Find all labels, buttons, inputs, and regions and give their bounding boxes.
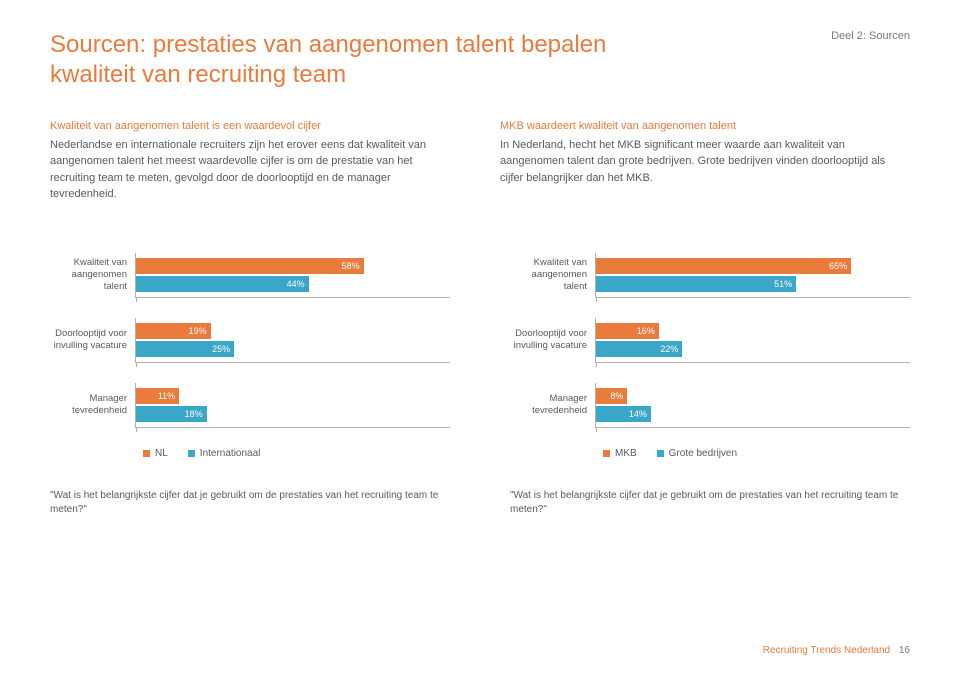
chart-group-label: Doorlooptijd voor invulling vacature (50, 318, 135, 363)
footer: Recruiting Trends Nederland 16 (763, 645, 910, 656)
intro-right-heading: MKB waardeert kwaliteit van aangenomen t… (500, 118, 910, 135)
bar-row: 25% (136, 341, 450, 357)
bar-row: 19% (136, 323, 450, 339)
chart-bars: 58%44% (135, 253, 450, 298)
legend-item: Grote bedrijven (657, 448, 737, 459)
bar: 19% (136, 323, 211, 339)
bar: 14% (596, 406, 651, 422)
intro-left-body: Nederlandse en internationale recruiters… (50, 137, 460, 203)
chart-bars: 11%18% (135, 383, 450, 428)
chart-group-label: Doorlooptijd voor invulling vacature (510, 318, 595, 363)
bar: 25% (136, 341, 234, 357)
question-right: "Wat is het belangrijkste cijfer dat je … (510, 489, 910, 517)
legend-label: Grote bedrijven (669, 448, 737, 459)
legend-swatch (657, 450, 664, 457)
chart-bars: 65%51% (595, 253, 910, 298)
bar-row: 8% (596, 388, 910, 404)
chart-group: Kwaliteit van aangenomen talent65%51% (510, 253, 910, 298)
bar: 58% (136, 258, 364, 274)
chart-bars: 19%25% (135, 318, 450, 363)
page-title: Sourcen: prestaties van aangenomen talen… (50, 30, 650, 90)
bar-row: 14% (596, 406, 910, 422)
chart-bars: 16%22% (595, 318, 910, 363)
bar: 65% (596, 258, 851, 274)
bar-row: 51% (596, 276, 910, 292)
chart-legend: NL Internationaal (143, 448, 450, 459)
chart-group-label: Manager tevredenheid (50, 383, 135, 428)
legend-swatch (188, 450, 195, 457)
section-tag: Deel 2: Sourcen (831, 30, 910, 42)
bar: 44% (136, 276, 309, 292)
chart-group: Kwaliteit van aangenomen talent58%44% (50, 253, 450, 298)
charts-row: Kwaliteit van aangenomen talent58%44%Doo… (50, 253, 910, 459)
intro-right: MKB waardeert kwaliteit van aangenomen t… (500, 118, 910, 203)
legend-label: MKB (615, 448, 637, 459)
legend-item: NL (143, 448, 168, 459)
bar-row: 16% (596, 323, 910, 339)
chart-bars: 8%14% (595, 383, 910, 428)
bar: 18% (136, 406, 207, 422)
page-number: 16 (899, 645, 910, 656)
bar: 11% (136, 388, 179, 404)
bar: 22% (596, 341, 682, 357)
chart-group: Manager tevredenheid8%14% (510, 383, 910, 428)
chart-group: Doorlooptijd voor invulling vacature16%2… (510, 318, 910, 363)
footer-text: Recruiting Trends Nederland (763, 645, 890, 656)
bar-row: 18% (136, 406, 450, 422)
bar: 51% (596, 276, 796, 292)
intro-right-body: In Nederland, hecht het MKB significant … (500, 137, 910, 187)
legend-label: NL (155, 448, 168, 459)
chart-group-label: Kwaliteit van aangenomen talent (510, 253, 595, 298)
intro-left-heading: Kwaliteit van aangenomen talent is een w… (50, 118, 460, 135)
bar: 8% (596, 388, 627, 404)
legend-swatch (603, 450, 610, 457)
bar-row: 44% (136, 276, 450, 292)
bar-row: 22% (596, 341, 910, 357)
chart-group-label: Manager tevredenheid (510, 383, 595, 428)
legend-item: MKB (603, 448, 637, 459)
chart-group-label: Kwaliteit van aangenomen talent (50, 253, 135, 298)
bar-row: 65% (596, 258, 910, 274)
legend-label: Internationaal (200, 448, 261, 459)
chart-group: Doorlooptijd voor invulling vacature19%2… (50, 318, 450, 363)
intro-left: Kwaliteit van aangenomen talent is een w… (50, 118, 460, 203)
legend-item: Internationaal (188, 448, 261, 459)
bar: 16% (596, 323, 659, 339)
legend-swatch (143, 450, 150, 457)
bar-row: 58% (136, 258, 450, 274)
question-left: "Wat is het belangrijkste cijfer dat je … (50, 489, 450, 517)
chart-nl-intl: Kwaliteit van aangenomen talent58%44%Doo… (50, 253, 450, 459)
bar-row: 11% (136, 388, 450, 404)
chart-group: Manager tevredenheid11%18% (50, 383, 450, 428)
intro-columns: Kwaliteit van aangenomen talent is een w… (50, 118, 910, 203)
chart-legend: MKB Grote bedrijven (603, 448, 910, 459)
questions-row: "Wat is het belangrijkste cijfer dat je … (50, 489, 910, 517)
chart-mkb-grote: Kwaliteit van aangenomen talent65%51%Doo… (510, 253, 910, 459)
